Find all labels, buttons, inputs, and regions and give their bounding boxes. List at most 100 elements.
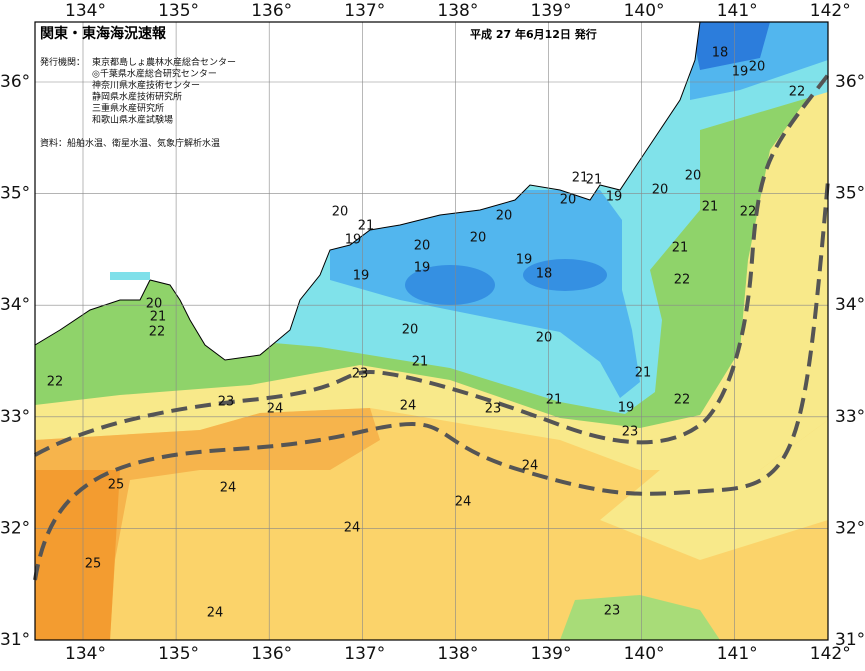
frame: [34, 21, 829, 641]
agency: ◎千葉県水産総合研究センター: [92, 68, 217, 80]
lon-label-bottom: 134°: [65, 644, 106, 664]
lon-label-top: 139°: [531, 1, 572, 21]
contour-label: 20: [470, 231, 487, 246]
lon-label-bottom: 141°: [717, 644, 758, 664]
sst-23: [600, 420, 828, 560]
contour-label: 23: [218, 395, 235, 410]
contour-label: 22: [740, 205, 757, 220]
land: [34, 21, 701, 361]
contour-label: 24: [207, 606, 224, 621]
lat-label-left: 34°: [0, 295, 30, 315]
lon-label-bottom: 136°: [251, 644, 292, 664]
lat-label-left: 31°: [0, 630, 30, 650]
lat-label-right: 33°: [835, 407, 865, 427]
contour-label: 24: [267, 402, 284, 417]
lon-label-top: 140°: [624, 1, 665, 21]
contour-label: 22: [149, 325, 166, 340]
sst-26: [35, 470, 120, 640]
contour-label: 25: [108, 478, 125, 493]
agency: 神奈川県水産技術センター: [92, 79, 200, 91]
lat-label-right: 36°: [835, 72, 865, 92]
issuer-label: 発行機関：: [40, 56, 85, 68]
contour-label: 20: [414, 239, 431, 254]
contour-label: 22: [47, 375, 64, 390]
contour-label: 18: [712, 46, 729, 61]
lon-label-top: 135°: [158, 1, 199, 21]
contour-label: 23: [485, 402, 502, 417]
lat-label-left: 33°: [0, 407, 30, 427]
contour-label: 21: [546, 393, 563, 408]
contour-label: 21: [672, 241, 689, 256]
contour-label: 21: [150, 310, 167, 325]
sst-19: [405, 265, 495, 305]
contour-label: 20: [402, 323, 419, 338]
contour-label: 21: [586, 173, 603, 188]
lon-label-bottom: 140°: [624, 644, 665, 664]
contour-label: 22: [674, 273, 691, 288]
contour-label: 20: [146, 297, 163, 312]
lon-label-bottom: 139°: [531, 644, 572, 664]
contour-label: 20: [560, 193, 577, 208]
contour-label: 24: [220, 481, 237, 496]
kuroshio-south: [33, 179, 830, 581]
contour-label: 23: [622, 425, 639, 440]
lat-label-left: 32°: [0, 518, 30, 538]
agency: 静岡県水産技術研究所: [92, 91, 182, 103]
issue-date: 平成 27 年6月12日 発行: [470, 27, 597, 41]
contour-label: 21: [572, 171, 589, 186]
contour-label: 20: [536, 331, 553, 346]
lon-label-top: 141°: [717, 1, 758, 21]
lon-label-top: 142°: [810, 1, 851, 21]
contour-label: 22: [674, 393, 691, 408]
sst-18-ne: [690, 22, 770, 70]
contour-label: 24: [522, 459, 539, 474]
contour-label: 20: [332, 205, 349, 220]
contour-label: 18: [536, 267, 553, 282]
sst-19: [523, 259, 607, 291]
kuroshio-north: [34, 73, 830, 457]
agency: 和歌山県水産試験場: [92, 114, 173, 126]
contour-label: 20: [652, 183, 669, 198]
lat-label-left: 35°: [0, 184, 30, 204]
contour-label: 22: [789, 85, 806, 100]
contour-label: 19: [516, 253, 533, 268]
agency: 三重県水産研究所: [92, 102, 164, 114]
contour-label: 21: [635, 366, 652, 381]
contour-label: 23: [352, 367, 369, 382]
contour-label: 19: [345, 233, 362, 248]
lon-label-bottom: 142°: [810, 644, 851, 664]
contour-label: 24: [344, 521, 361, 536]
lon-label-top: 136°: [251, 1, 292, 21]
source: 資料：船舶水温、衛星水温、気象庁解析水温: [40, 137, 220, 149]
contour-label: 19: [353, 269, 370, 284]
lat-label-right: 31°: [835, 630, 865, 650]
contour-label: 19: [732, 65, 749, 80]
contour-label: 20: [496, 209, 513, 224]
contour-label: 21: [358, 219, 375, 234]
contour-label: 19: [618, 401, 635, 416]
lon-label-bottom: 137°: [344, 644, 385, 664]
lon-label-top: 137°: [344, 1, 385, 21]
contour-label: 19: [606, 190, 623, 205]
lat-label-right: 34°: [835, 295, 865, 315]
lat-label-left: 36°: [0, 72, 30, 92]
title: 関東・東海海況速報: [40, 25, 167, 42]
agency: 東京都島しょ農林水産総合センター: [92, 56, 236, 68]
contour-label: 21: [412, 355, 429, 370]
lon-label-bottom: 138°: [437, 644, 478, 664]
contour-label: 25: [85, 557, 102, 572]
contour-label: 19: [414, 261, 431, 276]
lon-label-top: 138°: [437, 1, 478, 21]
lat-label-right: 32°: [835, 518, 865, 538]
inland-sea: [110, 272, 150, 280]
contour-label: 24: [455, 495, 472, 510]
lon-label-bottom: 135°: [158, 644, 199, 664]
lat-label-right: 35°: [835, 184, 865, 204]
sst-23-south: [560, 595, 720, 640]
lon-label-top: 134°: [65, 1, 106, 21]
contour-label: 21: [702, 200, 719, 215]
contour-label: 24: [400, 399, 417, 414]
contour-label: 20: [749, 60, 766, 75]
contour-label: 20: [685, 169, 702, 184]
